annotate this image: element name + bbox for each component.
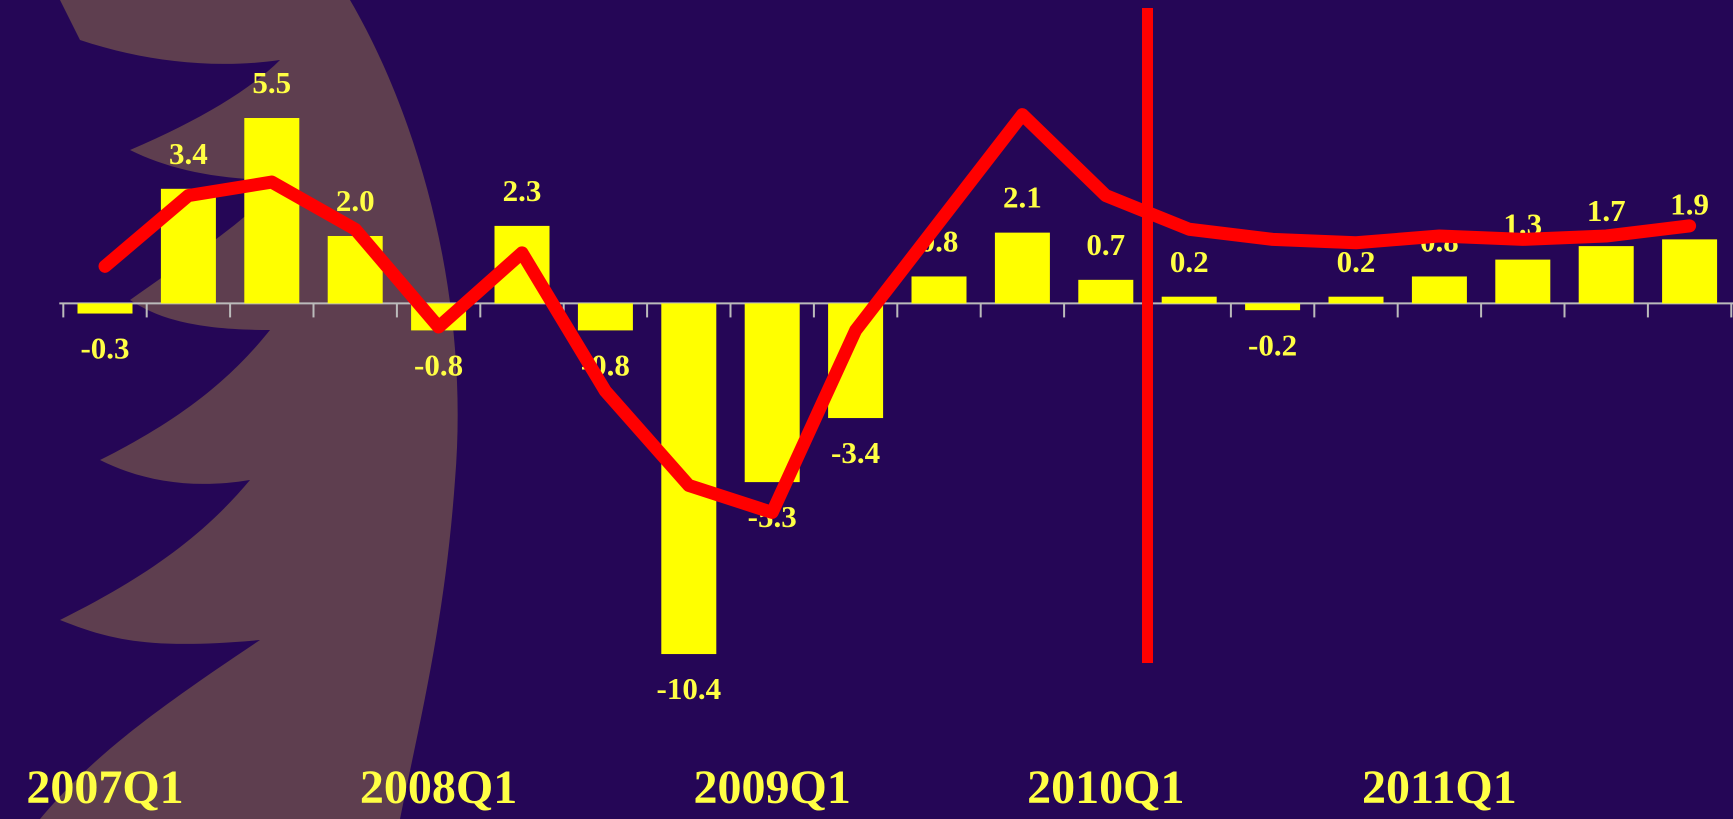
value-label: 0.2 <box>1170 244 1209 279</box>
value-label: -10.4 <box>657 671 722 706</box>
bar <box>911 276 967 304</box>
value-label: 0.7 <box>1086 227 1125 262</box>
decoration-leaf <box>40 0 458 819</box>
value-label: 2.0 <box>336 183 375 218</box>
bar <box>994 232 1050 304</box>
bar <box>1662 239 1718 304</box>
value-label: -0.3 <box>80 331 129 366</box>
value-label: 1.9 <box>1670 186 1709 221</box>
value-label: 5.5 <box>252 65 291 100</box>
x-tick-label: 2007Q1 <box>26 761 183 814</box>
value-label: -0.2 <box>1248 327 1297 362</box>
value-label: -3.4 <box>831 435 880 470</box>
bar <box>244 118 300 304</box>
x-tick-label: 2009Q1 <box>694 761 851 814</box>
bar <box>1578 246 1634 304</box>
value-label: 2.3 <box>503 173 542 208</box>
line <box>98 108 1697 519</box>
bar <box>1245 303 1301 311</box>
bar <box>1495 259 1551 304</box>
bar <box>1328 296 1384 304</box>
value-label: 1.7 <box>1587 193 1626 228</box>
value-label: 0.2 <box>1337 244 1376 279</box>
x-tick-label: 2010Q1 <box>1027 761 1184 814</box>
value-label: -0.8 <box>414 348 463 383</box>
bar <box>1411 276 1467 304</box>
bar <box>744 303 800 483</box>
bar <box>1161 296 1217 304</box>
bar <box>577 303 633 331</box>
value-label: 2.1 <box>1003 180 1042 215</box>
value-label: 3.4 <box>169 136 208 171</box>
bar <box>1078 279 1134 304</box>
bar <box>77 303 133 314</box>
x-tick-label: 2011Q1 <box>1362 761 1517 814</box>
x-tick-label: 2008Q1 <box>360 761 517 814</box>
